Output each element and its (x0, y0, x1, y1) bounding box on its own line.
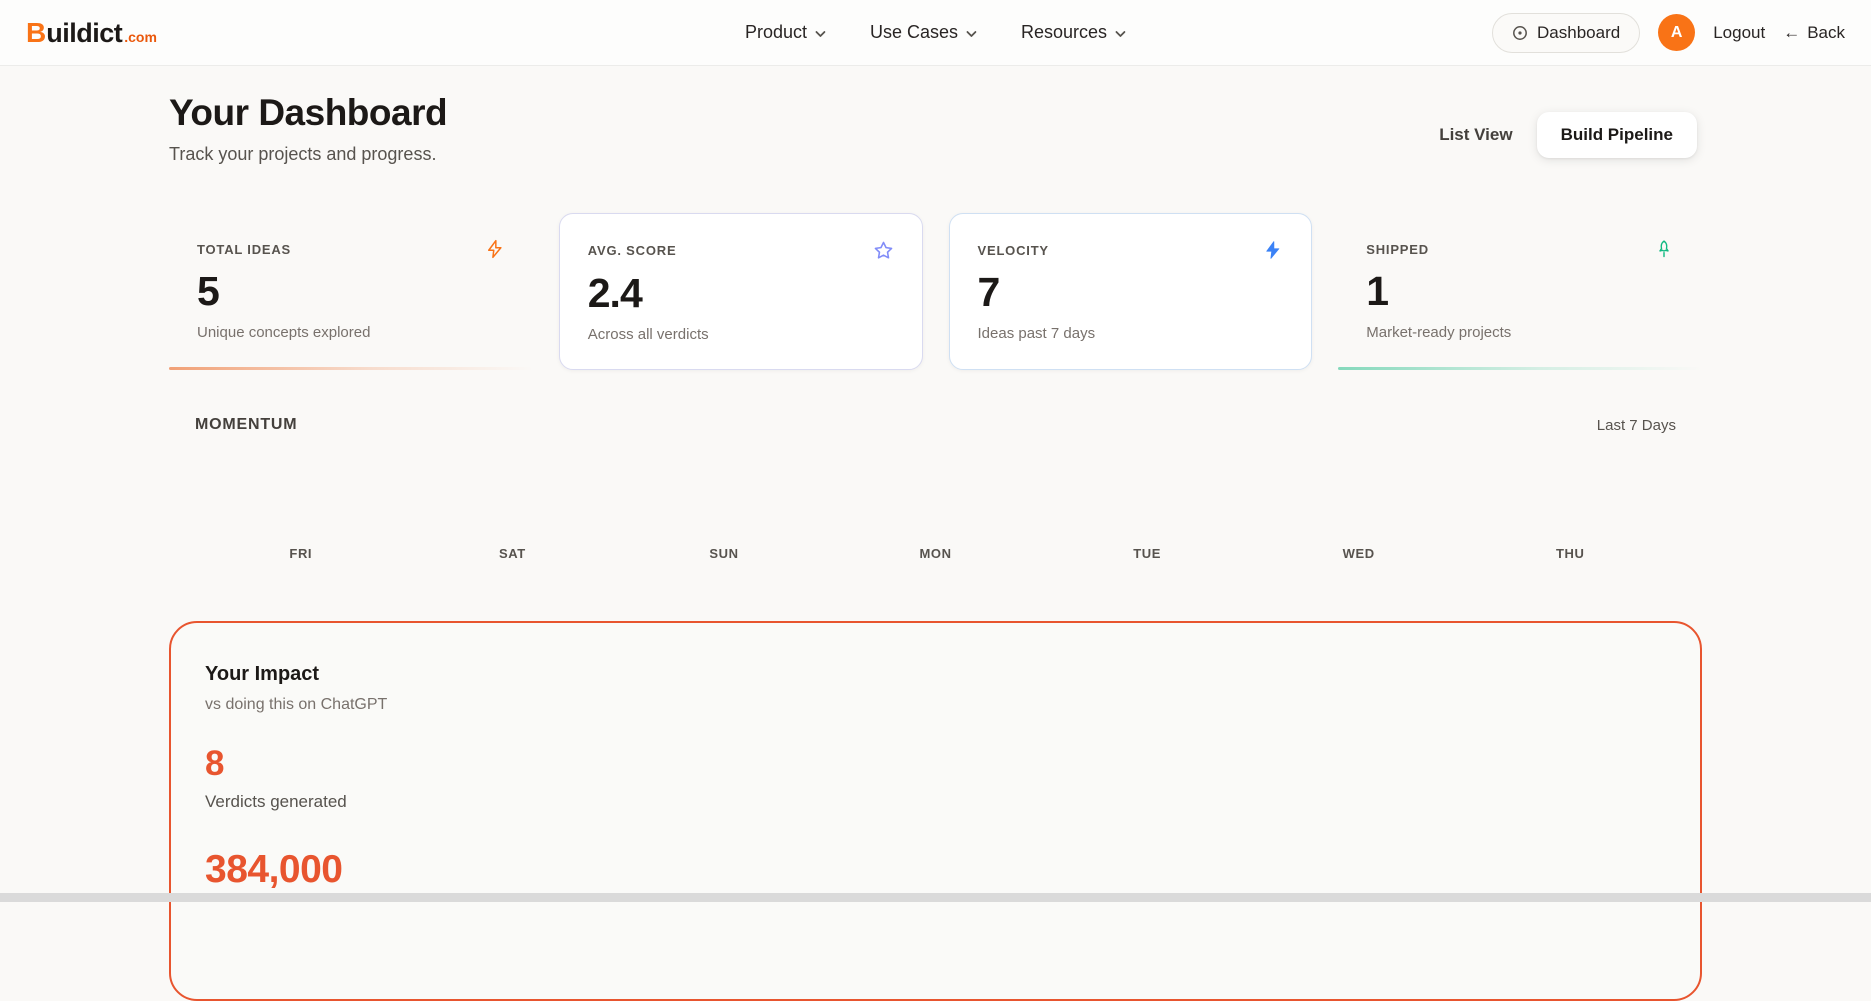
chevron-down-icon (814, 28, 826, 40)
view-toggle: List View Build Pipeline (1416, 107, 1702, 163)
day-label: WED (1342, 546, 1375, 561)
stat-card-total-ideas: TOTAL IDEAS 5 Unique concepts explored (169, 213, 533, 370)
stat-value: 2.4 (587, 270, 643, 316)
dashboard-button-label: Dashboard (1537, 22, 1621, 42)
chevron-down-icon (965, 28, 977, 40)
brand-logo[interactable]: B uildict .com (26, 17, 157, 49)
nav-item-label: Resources (1021, 22, 1108, 42)
impact-card: Your Impact vs doing this on ChatGPT 8 V… (169, 621, 1702, 1001)
stat-sub: Across all verdicts (587, 326, 709, 343)
rocket-icon (1654, 239, 1674, 259)
stat-sub: Market-ready projects (1366, 324, 1512, 341)
nav-item-label: Product (744, 22, 807, 42)
dashboard-icon (1512, 25, 1528, 41)
stat-sub: Ideas past 7 days (977, 325, 1096, 342)
stat-label: TOTAL IDEAS (197, 242, 292, 257)
bolt-icon (485, 239, 505, 259)
stat-value: 7 (977, 269, 1001, 315)
nav-item-product[interactable]: Product (745, 22, 826, 43)
nav-item-resources[interactable]: Resources (1021, 22, 1126, 43)
day-label: FRI (289, 546, 313, 561)
stat-label: AVG. SCORE (587, 243, 677, 258)
chevron-down-icon (1114, 28, 1126, 40)
logout-label: Logout (1713, 22, 1766, 42)
avatar[interactable]: A (1658, 14, 1696, 51)
day-label: MON (919, 546, 952, 561)
stat-card-velocity: VELOCITY 7 Ideas past 7 days (948, 213, 1313, 370)
day-label: TUE (1133, 546, 1161, 561)
momentum-chart (195, 448, 1676, 546)
logo-tld: .com (124, 28, 157, 45)
accent-underline (169, 367, 533, 370)
accent-underline (1338, 367, 1702, 370)
avatar-initial: A (1670, 23, 1683, 41)
back-label: Back (1807, 22, 1845, 42)
day-label: THU (1555, 546, 1585, 561)
logo-letter-b: B (26, 16, 47, 48)
dashboard-button[interactable]: Dashboard (1492, 12, 1641, 53)
main-nav: Product Use Cases Resources (745, 0, 1126, 65)
impact-title: Your Impact (205, 663, 320, 685)
build-pipeline-tab[interactable]: Build Pipeline (1536, 112, 1697, 158)
momentum-section: MOMENTUM Last 7 Days FRI SAT SUN MON TUE… (169, 416, 1702, 561)
page-subtitle: Track your projects and progress. (169, 144, 437, 164)
title-block: Your Dashboard Track your projects and p… (169, 92, 448, 165)
verdicts-label: Verdicts generated (205, 792, 347, 811)
nav-item-label: Use Cases (869, 22, 959, 42)
bottom-strip (0, 893, 1871, 902)
stat-value: 1 (1366, 268, 1389, 314)
momentum-range-label: Last 7 Days (1596, 416, 1676, 434)
stat-label: SHIPPED (1366, 242, 1429, 257)
top-navbar: B uildict .com Product Use Cases Resourc… (0, 0, 1871, 66)
list-view-tab[interactable]: List View (1439, 125, 1513, 144)
impact-big-value: 384,000 (205, 848, 343, 891)
bolt-icon (1263, 240, 1283, 260)
day-label: SUN (709, 546, 739, 561)
stat-card-shipped: SHIPPED 1 Market-ready projects (1338, 213, 1702, 370)
logout-button[interactable]: Logout (1713, 23, 1765, 43)
page-title: Your Dashboard (169, 92, 448, 133)
stats-grid: TOTAL IDEAS 5 Unique concepts explored A… (169, 213, 1702, 370)
momentum-day-labels: FRI SAT SUN MON TUE WED THU (195, 546, 1676, 561)
logo-text: uildict (46, 17, 123, 48)
impact-subtitle: vs doing this on ChatGPT (205, 696, 388, 713)
stat-card-avg-score: AVG. SCORE 2.4 Across all verdicts (558, 213, 923, 370)
stat-sub: Unique concepts explored (197, 324, 371, 341)
stat-value: 5 (197, 268, 220, 314)
star-icon (873, 240, 894, 261)
verdicts-value: 8 (205, 744, 225, 783)
nav-item-use-cases[interactable]: Use Cases (870, 22, 977, 43)
dashboard-main: Your Dashboard Track your projects and p… (169, 66, 1702, 1001)
back-arrow-icon: ← (1783, 22, 1801, 42)
stat-label: VELOCITY (977, 243, 1049, 258)
back-button[interactable]: ← Back (1783, 23, 1845, 43)
momentum-title: MOMENTUM (195, 416, 298, 433)
title-row: Your Dashboard Track your projects and p… (169, 92, 1702, 165)
day-label: SAT (498, 546, 526, 561)
header-actions: Dashboard A Logout ← Back (1492, 12, 1845, 53)
